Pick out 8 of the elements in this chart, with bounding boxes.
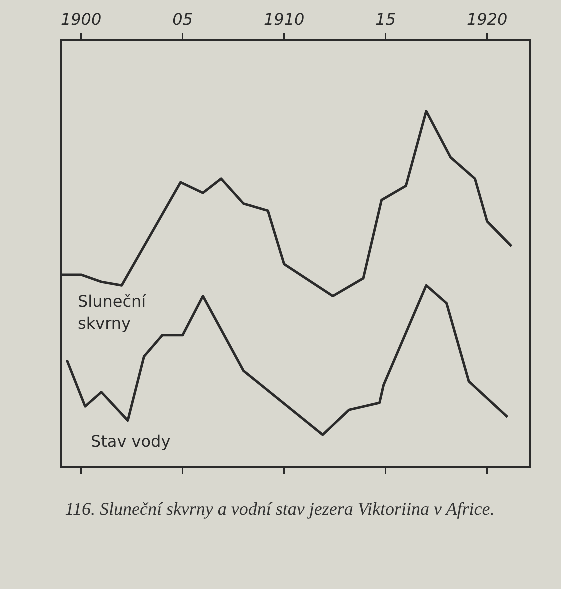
x-tick-label: 15 bbox=[376, 10, 396, 29]
x-tick-label: 1910 bbox=[264, 10, 305, 29]
x-tick-label: 05 bbox=[172, 10, 193, 29]
text: 116. Sluneční skvrny a vodní stav jezera Viktoriina v Africe. bbox=[64, 498, 496, 521]
x-tick-label: 1920 bbox=[467, 10, 508, 29]
series-label: Stav vody bbox=[91, 432, 171, 452]
series-label: Sluneční skvrny bbox=[78, 292, 147, 334]
x-tick-label: 1900 bbox=[60, 10, 102, 29]
